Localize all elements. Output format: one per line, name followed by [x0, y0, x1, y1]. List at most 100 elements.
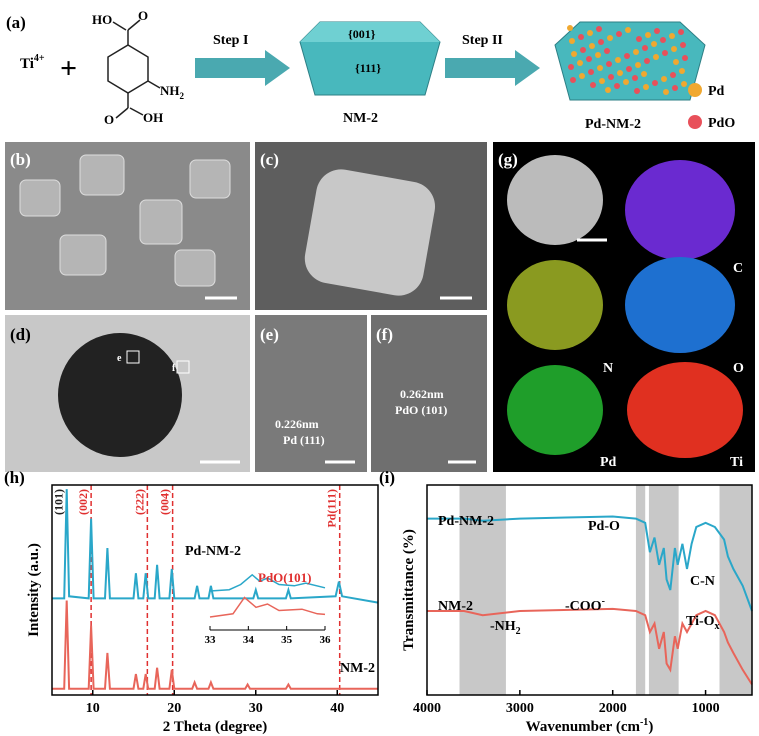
particle: [663, 89, 669, 95]
text: -1: [640, 717, 648, 728]
map: [627, 362, 743, 458]
particle: [635, 62, 641, 68]
panel-e: (e) 0.226nm Pd (111): [255, 315, 367, 472]
panel-label: (i): [379, 468, 395, 487]
text: NH: [160, 83, 180, 98]
particle: [605, 87, 611, 93]
reference-label: Pd(111): [325, 489, 339, 528]
legend-marker: [688, 83, 702, 97]
particle: [579, 73, 585, 79]
panel-f: (f) 0.262nm PdO (101): [371, 315, 487, 472]
particle: [587, 30, 593, 36]
series-line: [427, 607, 753, 686]
particle: [616, 31, 622, 37]
particle: [641, 71, 647, 77]
particle: [669, 33, 675, 39]
particle: [617, 70, 623, 76]
legend-label: PdO: [708, 116, 735, 131]
inset-tick-label: 34: [243, 634, 255, 646]
text: Ti-O: [686, 614, 715, 629]
particle: [672, 85, 678, 91]
roi-box: [126, 350, 140, 364]
text: Ti: [20, 56, 34, 72]
panel-a: (a) Ti4+ + HO O NH2 O OH Step I {001} {1…: [6, 8, 735, 132]
panel-label: (b): [10, 150, 31, 169]
series-label: Pd-NM-2: [438, 514, 494, 529]
annotation: 0.262nm: [400, 387, 444, 401]
crystal: [304, 169, 436, 296]
element-label: N: [603, 361, 613, 376]
y-axis-title: Intensity (a.u.): [26, 543, 42, 637]
x-tick-label: 10: [86, 701, 100, 716]
particle: [644, 58, 650, 64]
step-label: Step II: [462, 33, 503, 48]
arrow: [195, 50, 290, 86]
product-label: Pd-NM-2: [585, 117, 641, 132]
annotation: PdO (101): [395, 403, 447, 417]
atom: OH: [143, 110, 163, 125]
particle: [624, 53, 630, 59]
particle: [586, 56, 592, 62]
legend-label: Pd: [708, 84, 725, 99]
particle: [571, 51, 577, 57]
text: -NH: [490, 619, 516, 634]
particle: [626, 66, 632, 72]
map: [625, 160, 735, 260]
panel-g: (g) C N O Pd Ti: [493, 142, 755, 472]
particle: [643, 84, 649, 90]
map: [507, 260, 603, 350]
band: [719, 485, 752, 695]
reference-label: (222): [132, 489, 146, 515]
band: [635, 485, 646, 695]
particle: [633, 49, 639, 55]
particle: [597, 65, 603, 71]
micrograph: [255, 315, 367, 472]
reference-label: (101): [52, 489, 66, 515]
particle: [632, 75, 638, 81]
particle: [608, 74, 614, 80]
particle: [679, 68, 685, 74]
legend-marker: [688, 115, 702, 129]
particle: [596, 26, 602, 32]
product-label: NM-2: [343, 111, 378, 126]
inset-line: [209, 573, 326, 592]
x-tick-label: 40: [330, 701, 344, 716]
inset-line: [209, 596, 326, 618]
crystal-face: [300, 22, 440, 42]
text: -COO: [565, 599, 602, 614]
particle: [682, 55, 688, 61]
particle: [634, 88, 640, 94]
x-tick-label: 20: [167, 701, 181, 716]
series-line: [52, 600, 378, 690]
panel-label: (f): [376, 325, 393, 344]
x-tick-label: 1000: [692, 701, 720, 716]
atom: O: [104, 112, 114, 127]
text: 4+: [34, 53, 45, 64]
particle: [606, 61, 612, 67]
particle: [568, 64, 574, 70]
text: x: [715, 621, 720, 632]
element-label: Pd: [600, 455, 617, 470]
particle: [577, 60, 583, 66]
particle: [567, 25, 573, 31]
particle: [595, 52, 601, 58]
particle: [615, 57, 621, 63]
atom: HO: [92, 12, 112, 27]
particle: [590, 82, 596, 88]
particle: [569, 38, 575, 44]
particle: [660, 37, 666, 43]
y-axis-title: Transmittance (%): [401, 529, 417, 651]
series-label: Pd-NM-2: [185, 544, 241, 559]
particle: [607, 35, 613, 41]
x-tick-label: 2000: [599, 701, 627, 716]
inset-annotation: PdO(101): [258, 570, 311, 585]
step-label: Step I: [213, 33, 248, 48]
panel-label: (d): [10, 325, 31, 344]
particle: [625, 27, 631, 33]
particle: [670, 72, 676, 78]
series-line: [427, 515, 753, 612]
haadf: [507, 155, 603, 245]
facet: {001}: [348, 27, 376, 41]
map: [507, 365, 603, 455]
